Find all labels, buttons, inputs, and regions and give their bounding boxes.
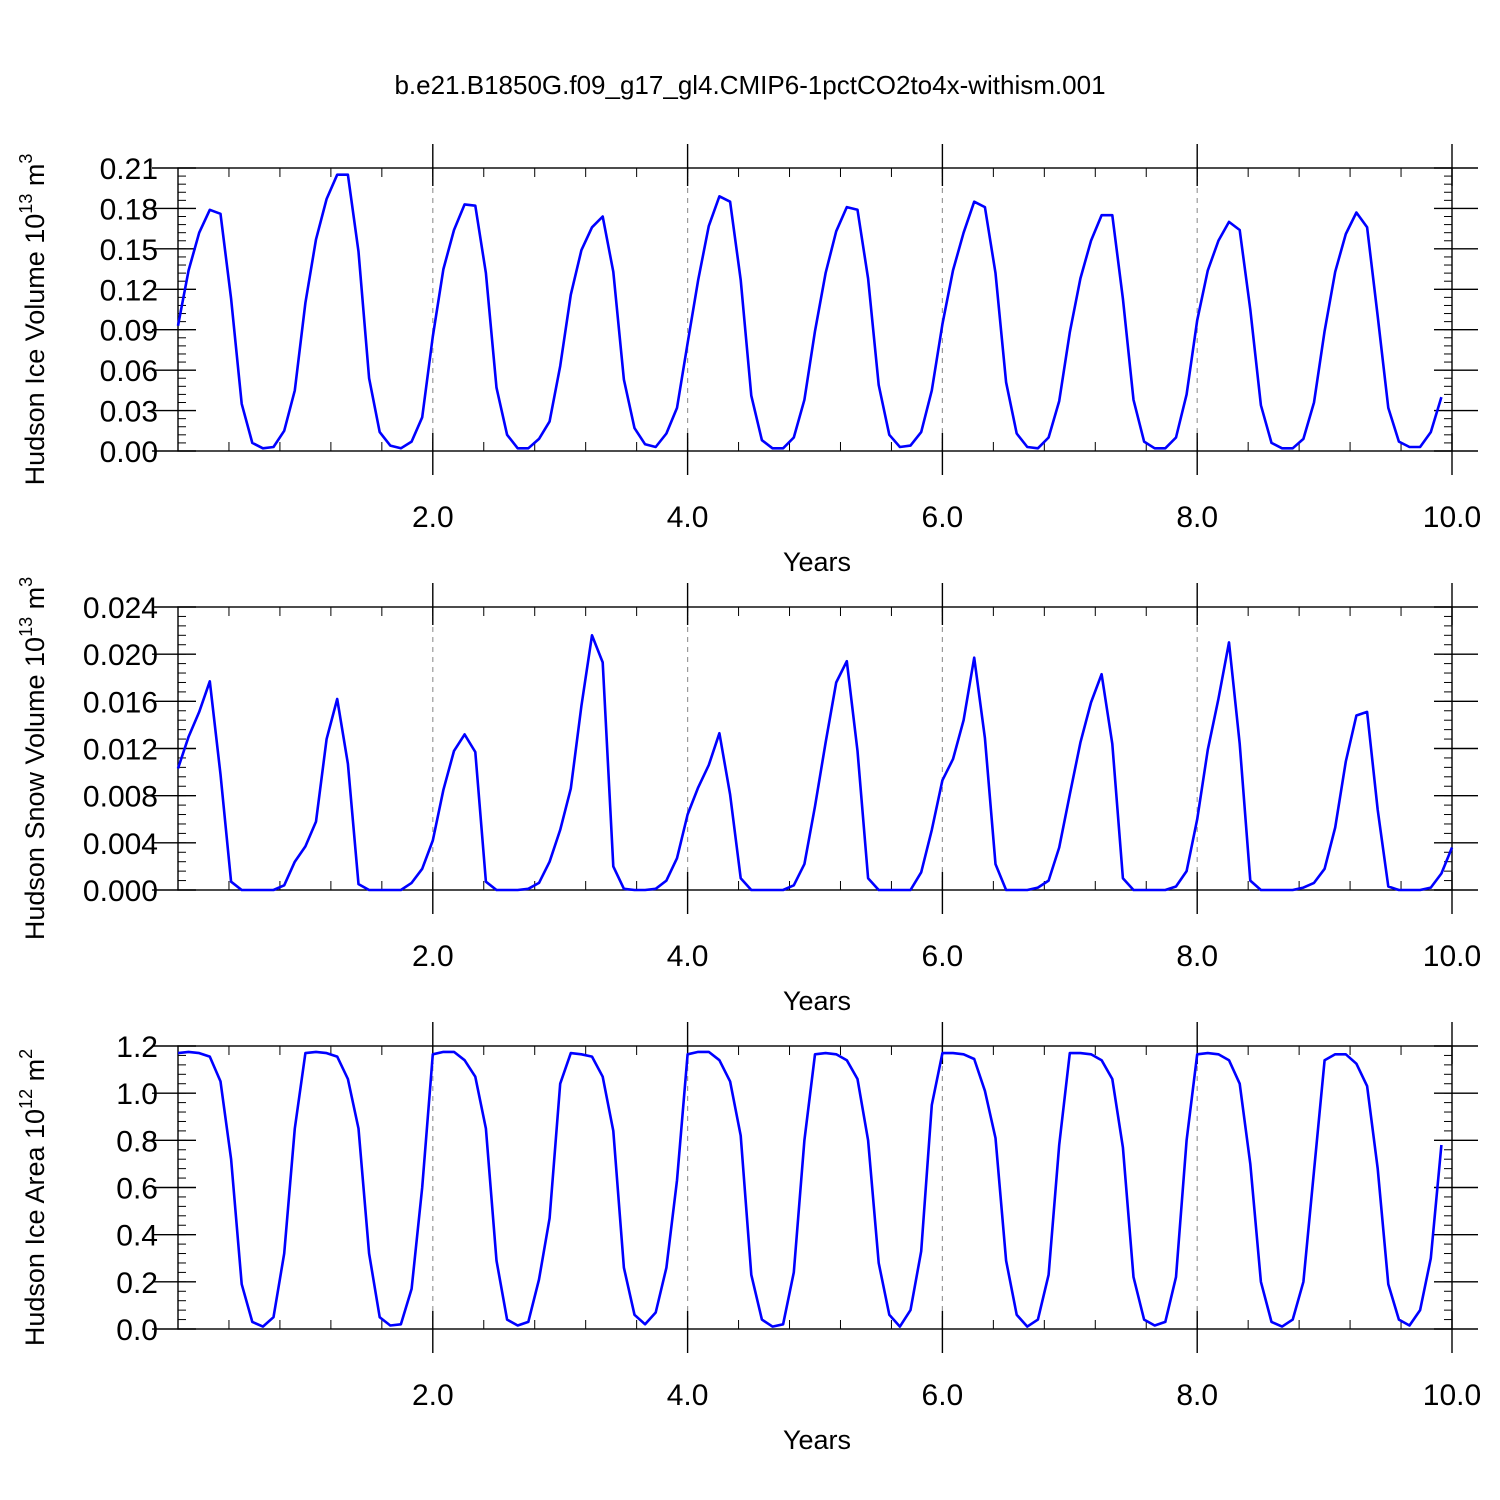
- y-tick-label: 0.00: [100, 436, 158, 469]
- y-axis-title-exponent: 13: [16, 617, 36, 637]
- y-tick-label: 0.0: [116, 1314, 158, 1347]
- y-tick-label: 0.6: [116, 1173, 158, 1206]
- y-tick-label: 0.06: [100, 355, 158, 388]
- y-tick-label: 0.020: [83, 639, 158, 672]
- panel-snow-volume: 0.000 0.004 0.008 0.012 0.016 0.020 0.024 2.0 4.…: [16, 577, 1481, 1016]
- y-axis-title-unit: m: [20, 1059, 50, 1089]
- x-axis-title: Years: [783, 986, 851, 1016]
- x-tick-label: 10.0: [1423, 501, 1481, 534]
- y-tick-label: 0.18: [100, 193, 158, 226]
- x-tick-label: 8.0: [1176, 940, 1218, 973]
- x-tick-label: 2.0: [412, 501, 454, 534]
- y-axis-title: Hudson Ice Area 1012 m2: [16, 1049, 50, 1346]
- figure-title: b.e21.B1850G.f09_g17_gl4.CMIP6-1pctCO2to…: [394, 70, 1105, 100]
- y-tick-label: 1.0: [116, 1078, 158, 1111]
- y-axis-title: Hudson Snow Volume 1013 m3: [16, 577, 50, 940]
- y-axis-title-unit-exponent: 3: [16, 577, 36, 587]
- y-axis-title: Hudson Ice Volume 1013 m3: [16, 154, 50, 486]
- x-tick-label: 2.0: [412, 940, 454, 973]
- panel-ice-area: 0.0 0.2 0.4 0.6 0.8 1.0 1.2 2.0 4.0 6.0 8.0 10.0 Yea…: [16, 1022, 1481, 1455]
- y-axis-title-main: Hudson Ice Volume 10: [20, 214, 50, 486]
- y-tick-label: 0.012: [83, 734, 158, 767]
- series-line: [176, 173, 1443, 450]
- x-tick-label: 6.0: [922, 940, 964, 973]
- x-tick-label: 8.0: [1176, 1379, 1218, 1412]
- y-axis-title-main: Hudson Snow Volume 10: [20, 637, 50, 940]
- x-tick-label: 10.0: [1423, 940, 1481, 973]
- x-tick-label: 4.0: [667, 501, 709, 534]
- y-axis-title-exponent: 13: [16, 194, 36, 214]
- y-tick-label: 0.09: [100, 315, 158, 348]
- y-tick-label: 0.4: [116, 1220, 158, 1253]
- y-tick-label: 0.024: [83, 592, 158, 625]
- x-tick-label: 8.0: [1176, 501, 1218, 534]
- x-tick-label: 4.0: [667, 940, 709, 973]
- x-tick-label: 4.0: [667, 1379, 709, 1412]
- y-tick-label: 0.008: [83, 781, 158, 814]
- panel-ice-volume: 0.00 0.03 0.06 0.09 0.12 0.15 0.18 0.21 2.0 4.0 6.…: [16, 144, 1481, 577]
- y-tick-label: 0.2: [116, 1267, 158, 1300]
- y-tick-label: 0.12: [100, 274, 158, 307]
- y-tick-label: 0.000: [83, 875, 158, 908]
- x-tick-label: 10.0: [1423, 1379, 1481, 1412]
- y-tick-label: 0.016: [83, 686, 158, 719]
- series-line: [176, 633, 1454, 892]
- y-axis-title-unit: m: [20, 164, 50, 194]
- y-tick-label: 0.15: [100, 234, 158, 267]
- y-tick-label: 1.2: [116, 1031, 158, 1064]
- x-tick-label: 6.0: [922, 1379, 964, 1412]
- series-line: [177, 1050, 1443, 1328]
- y-axis-title-unit: m: [20, 587, 50, 617]
- plot-frame: [177, 606, 1453, 891]
- y-axis-title-main: Hudson Ice Area 10: [20, 1109, 50, 1346]
- plot-frame: [177, 167, 1453, 452]
- y-axis-title-unit-exponent: 2: [16, 1049, 36, 1059]
- x-tick-label: 2.0: [412, 1379, 454, 1412]
- x-tick-label: 6.0: [922, 501, 964, 534]
- y-tick-label: 0.004: [83, 828, 158, 861]
- y-tick-label: 0.8: [116, 1125, 158, 1158]
- x-axis-title: Years: [783, 1425, 851, 1455]
- y-axis-title-unit-exponent: 3: [16, 154, 36, 164]
- y-tick-label: 0.21: [100, 153, 158, 186]
- y-axis-title-exponent: 12: [16, 1089, 36, 1109]
- y-tick-label: 0.03: [100, 396, 158, 429]
- x-axis-title: Years: [783, 547, 851, 577]
